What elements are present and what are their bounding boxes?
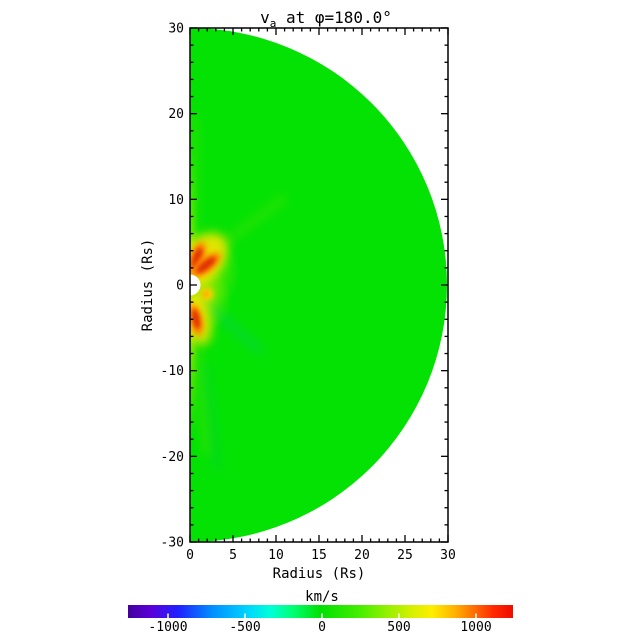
x-tick-label: 15 (311, 548, 327, 563)
axis-ray-down (190, 303, 195, 435)
colorbar-tick-labels: -1000 -500 0 500 1000 (148, 620, 491, 635)
heatmap-disk (190, 28, 447, 542)
x-tick-label: 25 (397, 548, 413, 563)
x-tick-label: 5 (229, 548, 237, 563)
hotspot-core-upper-1 (191, 247, 203, 269)
x-tick-label: 0 (186, 548, 194, 563)
y-tick-labels: 30 20 10 0 -10 -20 -30 (161, 22, 184, 551)
y-tick-label: -20 (161, 450, 184, 465)
yellow-spot-core (203, 291, 209, 297)
y-tick-label: 0 (176, 279, 184, 294)
y-tick-label: 20 (168, 107, 184, 122)
colorbar-tick-label: -1000 (148, 620, 187, 635)
ambient-field (190, 28, 447, 542)
y-tick-label: 10 (168, 193, 184, 208)
x-tick-labels: 0 5 10 15 20 25 30 (186, 548, 456, 563)
colorbar-tick-label: 0 (318, 620, 326, 635)
lower-teal-band (203, 364, 220, 471)
axis-ticks (189, 27, 449, 543)
colorbar-gradient-bar (128, 605, 513, 618)
y-tick-label: -10 (161, 364, 184, 379)
y-axis-label: Radius (Rs) (140, 239, 156, 332)
colorbar-title: km/s (305, 589, 339, 605)
y-tick-label: 30 (168, 22, 184, 37)
x-tick-label: 30 (440, 548, 456, 563)
colorbar-tick-label: 1000 (460, 620, 491, 635)
figure-title: va at φ=180.0° (260, 8, 392, 30)
colorbar-tick-notches (167, 613, 477, 618)
y-tick-label: -30 (161, 536, 184, 551)
x-tick-label: 20 (354, 548, 370, 563)
lower-yellowgreen-band (195, 347, 210, 456)
axis-ray-up (190, 150, 194, 265)
x-tick-label: 10 (268, 548, 284, 563)
colorbar-tick-label: 500 (387, 620, 410, 635)
hotspot-core-upper-2 (196, 256, 216, 274)
title-subscript: a (270, 17, 277, 30)
hotspot-core-lower (191, 309, 201, 329)
x-axis-label: Radius (Rs) (273, 566, 366, 582)
colorbar-tick-label: -500 (229, 620, 260, 635)
